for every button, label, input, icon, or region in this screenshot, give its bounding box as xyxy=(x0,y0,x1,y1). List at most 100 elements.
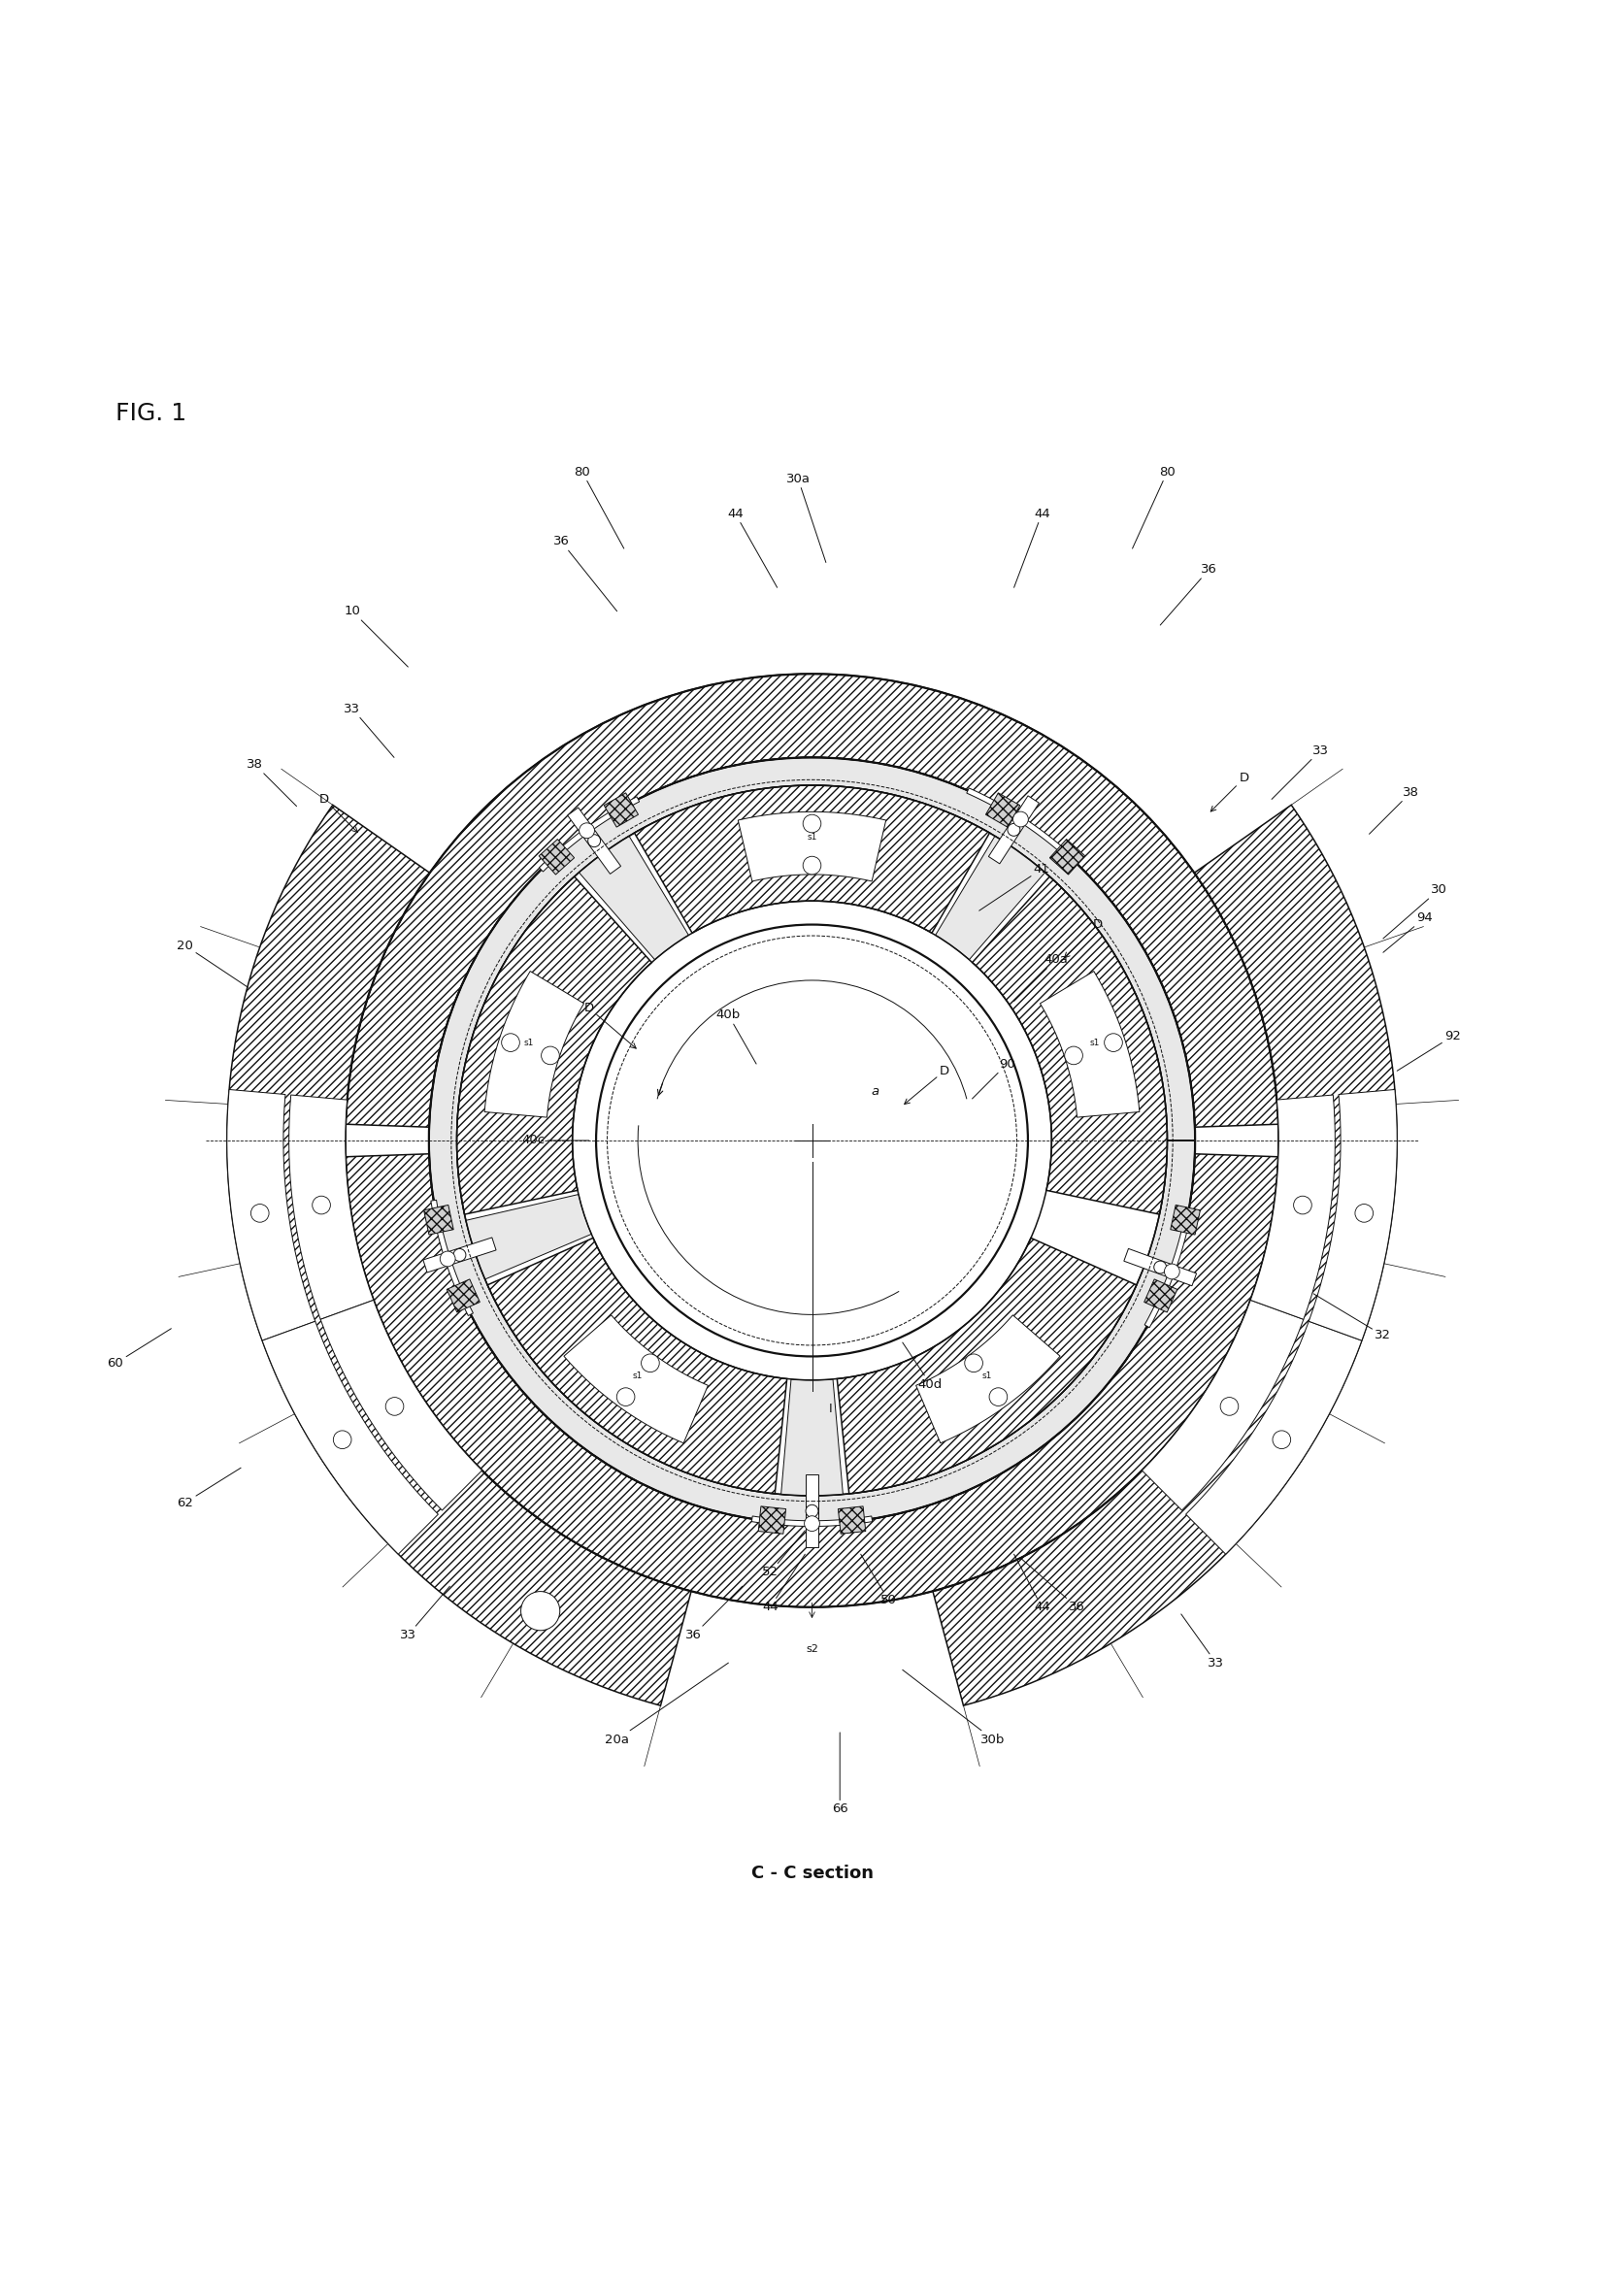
Text: 50: 50 xyxy=(861,1553,896,1606)
Text: 30a: 30a xyxy=(786,472,827,563)
Polygon shape xyxy=(752,1517,872,1526)
Polygon shape xyxy=(1186,1321,1363,1553)
Polygon shape xyxy=(487,1239,788,1494)
Text: 60: 60 xyxy=(107,1328,171,1369)
Polygon shape xyxy=(737,812,887,880)
Circle shape xyxy=(617,1387,635,1405)
Text: s1: s1 xyxy=(1090,1038,1099,1047)
Text: 10: 10 xyxy=(344,604,408,666)
Text: 33: 33 xyxy=(344,703,395,757)
Circle shape xyxy=(641,1355,659,1373)
Polygon shape xyxy=(758,1505,786,1533)
Text: 33: 33 xyxy=(1272,744,1328,798)
Text: a: a xyxy=(870,1086,879,1097)
Polygon shape xyxy=(1039,972,1140,1118)
Polygon shape xyxy=(424,1239,495,1273)
Polygon shape xyxy=(346,1154,1278,1608)
Polygon shape xyxy=(935,837,1046,960)
Text: 30: 30 xyxy=(1384,883,1447,937)
Polygon shape xyxy=(973,876,1168,1213)
Text: s1: s1 xyxy=(807,833,817,842)
Text: 44: 44 xyxy=(728,506,778,588)
Polygon shape xyxy=(578,837,689,960)
Circle shape xyxy=(385,1398,404,1417)
Circle shape xyxy=(312,1195,330,1213)
Polygon shape xyxy=(320,1300,482,1510)
Polygon shape xyxy=(838,1505,866,1533)
Circle shape xyxy=(502,1033,520,1052)
Polygon shape xyxy=(1309,1090,1397,1341)
Text: 38: 38 xyxy=(1369,787,1419,835)
Polygon shape xyxy=(456,876,651,1213)
Polygon shape xyxy=(567,807,620,874)
Text: s1: s1 xyxy=(983,1371,992,1380)
Circle shape xyxy=(1007,823,1020,837)
Circle shape xyxy=(250,1204,270,1223)
Circle shape xyxy=(521,1592,560,1631)
Circle shape xyxy=(453,1248,466,1261)
Polygon shape xyxy=(539,796,640,871)
Circle shape xyxy=(580,823,594,837)
Text: D: D xyxy=(905,1065,950,1104)
Polygon shape xyxy=(1145,1280,1177,1312)
Text: I: I xyxy=(828,1403,831,1414)
Text: 40c: 40c xyxy=(521,1134,590,1147)
Text: 32: 32 xyxy=(1314,1293,1392,1341)
Polygon shape xyxy=(447,1280,479,1312)
Polygon shape xyxy=(227,1090,315,1341)
Circle shape xyxy=(596,924,1028,1357)
Polygon shape xyxy=(1145,1213,1190,1328)
Text: 40b: 40b xyxy=(716,1008,757,1063)
Polygon shape xyxy=(261,1321,438,1553)
Circle shape xyxy=(588,835,601,846)
Polygon shape xyxy=(604,794,638,828)
Text: C - C section: C - C section xyxy=(750,1866,874,1882)
Text: 90: 90 xyxy=(973,1058,1015,1099)
Circle shape xyxy=(1065,1047,1083,1065)
Text: 38: 38 xyxy=(247,757,297,805)
Polygon shape xyxy=(429,757,1195,1524)
Polygon shape xyxy=(932,805,1397,1706)
Text: 80: 80 xyxy=(573,465,624,547)
Circle shape xyxy=(1104,1033,1122,1052)
Circle shape xyxy=(804,1517,820,1531)
Circle shape xyxy=(1155,1261,1166,1273)
Text: 36: 36 xyxy=(1160,563,1218,625)
Text: D: D xyxy=(1212,771,1249,812)
Polygon shape xyxy=(635,785,989,933)
Text: 36: 36 xyxy=(554,536,617,611)
Polygon shape xyxy=(227,805,692,1706)
Text: 92: 92 xyxy=(1397,1029,1462,1070)
Polygon shape xyxy=(781,1380,843,1496)
Text: 52: 52 xyxy=(762,1531,806,1578)
Text: 33: 33 xyxy=(1181,1615,1224,1670)
Circle shape xyxy=(541,1047,559,1065)
Polygon shape xyxy=(539,839,575,874)
Text: 40d: 40d xyxy=(903,1344,942,1391)
Polygon shape xyxy=(346,673,1278,1127)
Polygon shape xyxy=(989,796,1039,864)
Polygon shape xyxy=(424,1204,453,1234)
Polygon shape xyxy=(986,794,1020,828)
Polygon shape xyxy=(466,1195,591,1280)
Circle shape xyxy=(440,1252,455,1266)
Text: FIG. 1: FIG. 1 xyxy=(115,401,187,427)
Polygon shape xyxy=(564,1316,708,1444)
Text: 33: 33 xyxy=(400,1585,450,1642)
Text: 62: 62 xyxy=(177,1469,240,1510)
Polygon shape xyxy=(430,1200,473,1316)
Polygon shape xyxy=(1171,1204,1200,1234)
Polygon shape xyxy=(1250,1095,1335,1318)
Text: D: D xyxy=(585,1001,637,1049)
Text: 80: 80 xyxy=(1132,465,1176,547)
Circle shape xyxy=(1013,812,1028,828)
Text: 36: 36 xyxy=(685,1585,742,1642)
Text: D: D xyxy=(320,794,357,833)
Circle shape xyxy=(806,1505,818,1517)
Polygon shape xyxy=(289,1095,374,1318)
Circle shape xyxy=(333,1430,351,1448)
Polygon shape xyxy=(1124,1248,1197,1286)
Circle shape xyxy=(1220,1398,1239,1417)
Text: 40a: 40a xyxy=(1013,953,1069,1001)
Text: 20a: 20a xyxy=(604,1663,729,1745)
